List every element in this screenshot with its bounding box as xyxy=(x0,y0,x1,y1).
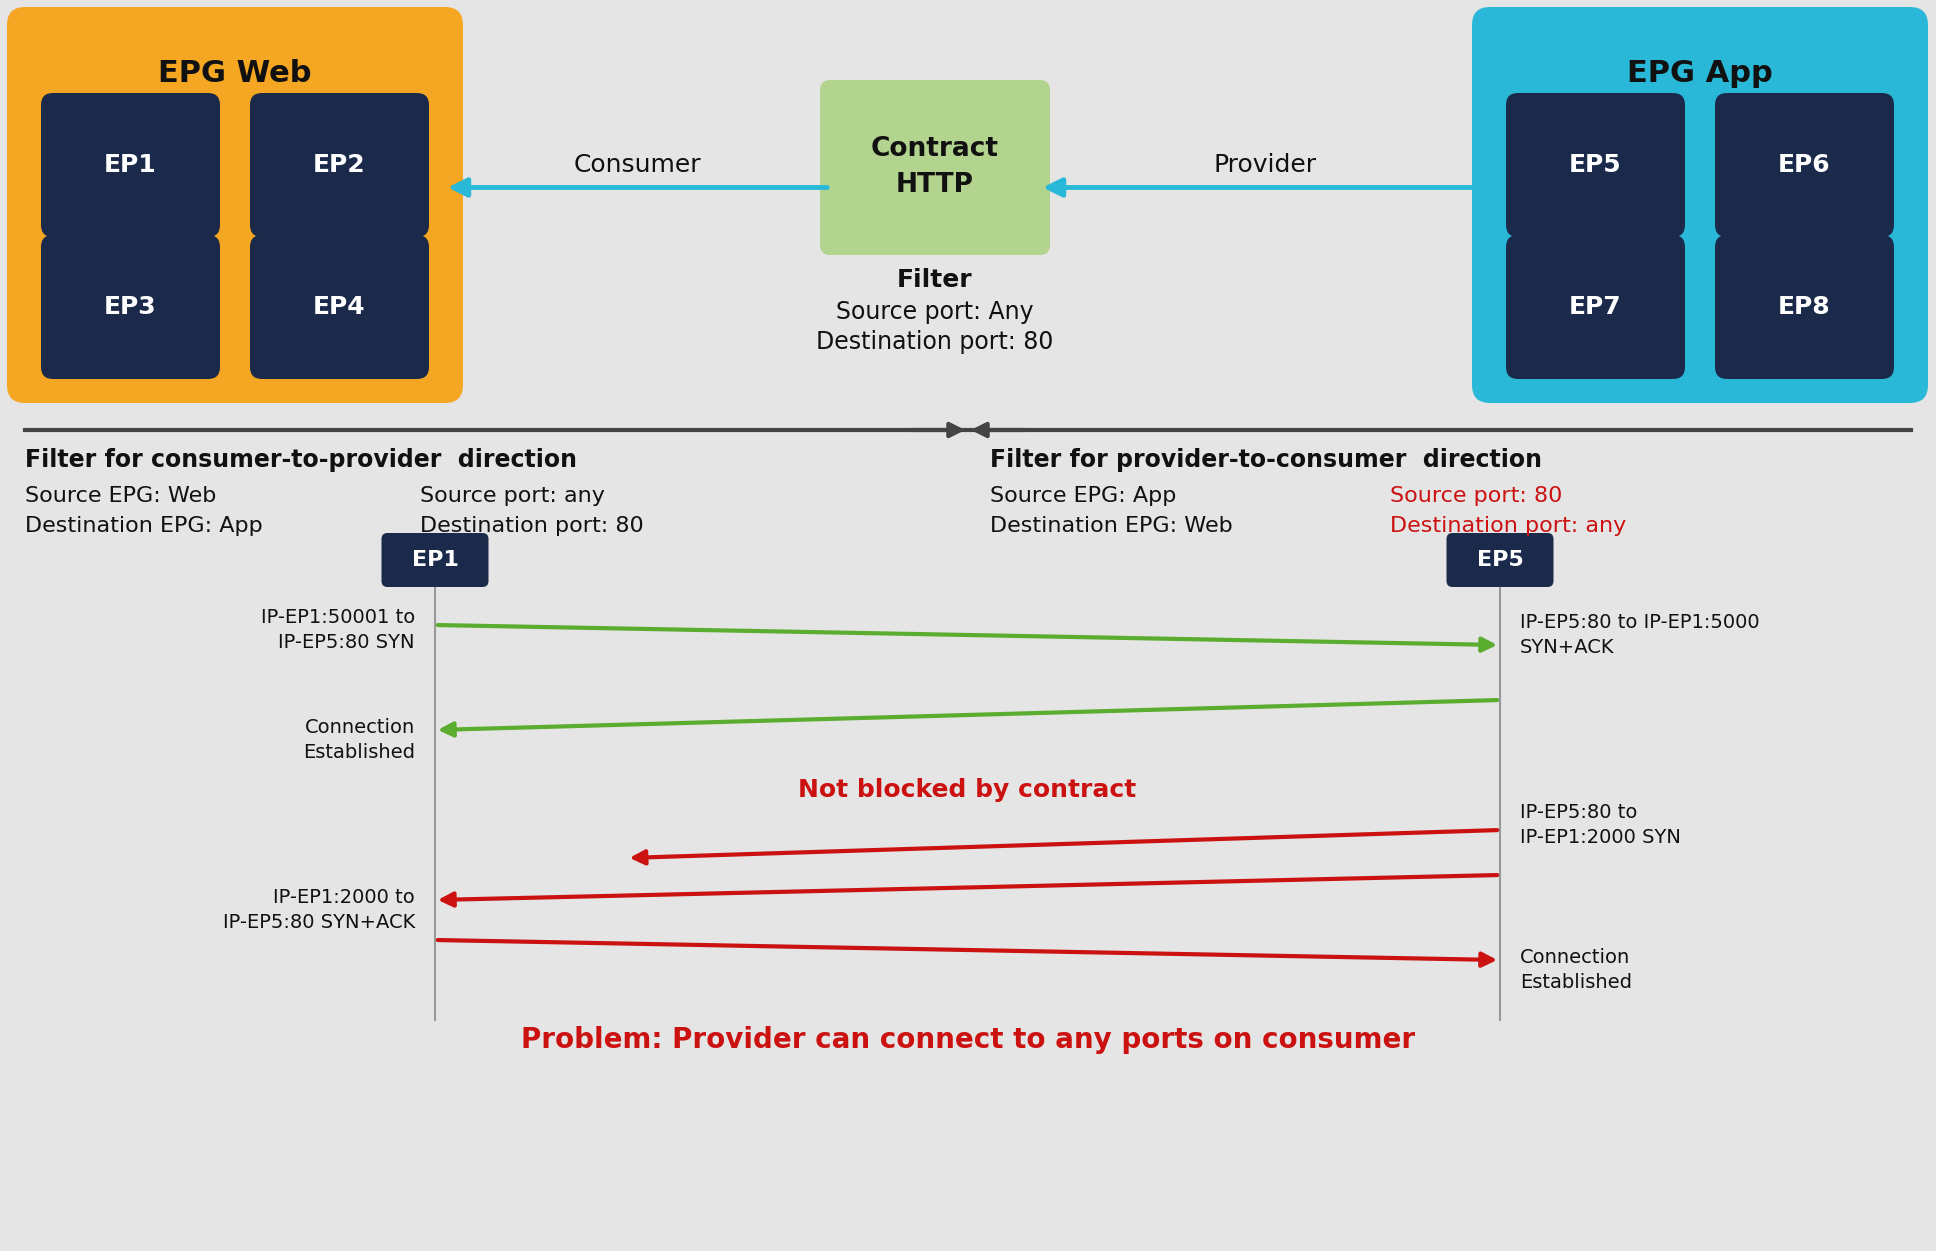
Text: Source port: any: Source port: any xyxy=(420,485,604,505)
FancyBboxPatch shape xyxy=(250,235,430,379)
Text: Destination EPG: Web: Destination EPG: Web xyxy=(989,515,1233,535)
Text: IP-EP1:50001 to
IP-EP5:80 SYN: IP-EP1:50001 to IP-EP5:80 SYN xyxy=(261,608,414,652)
FancyBboxPatch shape xyxy=(250,93,430,236)
FancyBboxPatch shape xyxy=(1715,93,1893,236)
Text: Problem: Provider can connect to any ports on consumer: Problem: Provider can connect to any por… xyxy=(521,1026,1415,1055)
Text: Destination port: 80: Destination port: 80 xyxy=(420,515,645,535)
FancyBboxPatch shape xyxy=(41,235,221,379)
FancyBboxPatch shape xyxy=(1506,235,1684,379)
Text: EP1: EP1 xyxy=(105,153,157,176)
Text: Provider: Provider xyxy=(1214,154,1316,178)
Text: Destination port: any: Destination port: any xyxy=(1390,515,1626,535)
Text: IP-EP1:2000 to
IP-EP5:80 SYN+ACK: IP-EP1:2000 to IP-EP5:80 SYN+ACK xyxy=(223,888,414,932)
Text: Filter: Filter xyxy=(896,268,972,291)
Text: Consumer: Consumer xyxy=(573,154,701,178)
Text: EP4: EP4 xyxy=(314,295,366,319)
FancyBboxPatch shape xyxy=(1506,93,1684,236)
Text: EP5: EP5 xyxy=(1570,153,1622,176)
Text: IP-EP5:80 to
IP-EP1:2000 SYN: IP-EP5:80 to IP-EP1:2000 SYN xyxy=(1520,803,1680,847)
Text: EP8: EP8 xyxy=(1777,295,1831,319)
Text: EP3: EP3 xyxy=(105,295,157,319)
Text: EP7: EP7 xyxy=(1570,295,1622,319)
Text: Destination EPG: App: Destination EPG: App xyxy=(25,515,263,535)
Text: Source EPG: Web: Source EPG: Web xyxy=(25,485,217,505)
FancyBboxPatch shape xyxy=(8,8,463,403)
Text: Filter for provider-to-consumer  direction: Filter for provider-to-consumer directio… xyxy=(989,448,1541,472)
Text: Connection
Established: Connection Established xyxy=(304,718,414,762)
FancyBboxPatch shape xyxy=(1446,533,1553,587)
Text: Not blocked by contract: Not blocked by contract xyxy=(798,778,1136,802)
Text: Source port: Any: Source port: Any xyxy=(836,300,1034,324)
FancyBboxPatch shape xyxy=(1471,8,1928,403)
Text: EP6: EP6 xyxy=(1777,153,1831,176)
FancyBboxPatch shape xyxy=(41,93,221,236)
Text: Filter for consumer-to-provider  direction: Filter for consumer-to-provider directio… xyxy=(25,448,577,472)
Text: Source EPG: App: Source EPG: App xyxy=(989,485,1177,505)
FancyBboxPatch shape xyxy=(821,80,1049,255)
Text: EP1: EP1 xyxy=(412,550,459,570)
Text: Destination port: 80: Destination port: 80 xyxy=(817,330,1053,354)
Text: Contract
HTTP: Contract HTTP xyxy=(871,136,999,199)
Text: Source port: 80: Source port: 80 xyxy=(1390,485,1562,505)
FancyBboxPatch shape xyxy=(381,533,488,587)
Text: EP2: EP2 xyxy=(314,153,366,176)
Text: IP-EP5:80 to IP-EP1:5000
SYN+ACK: IP-EP5:80 to IP-EP1:5000 SYN+ACK xyxy=(1520,613,1760,657)
Text: EPG App: EPG App xyxy=(1626,59,1773,88)
Text: EP5: EP5 xyxy=(1477,550,1524,570)
FancyBboxPatch shape xyxy=(1715,235,1893,379)
Text: EPG Web: EPG Web xyxy=(159,59,312,88)
Text: Connection
Established: Connection Established xyxy=(1520,948,1632,992)
